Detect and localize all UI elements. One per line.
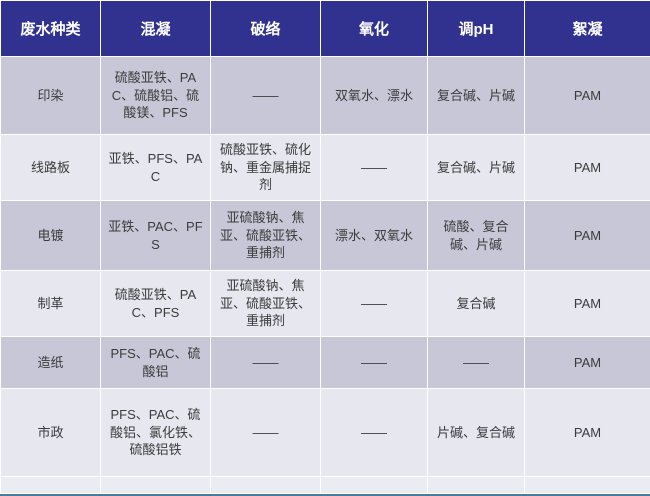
row-label-cell: 电镀 — [0, 200, 101, 271]
table-row: 制革 硫酸亚铁、PAC、PFS 亚硫酸钠、焦亚、硫酸亚铁、重捕剂 —— 复合碱 PAM — [0, 270, 650, 337]
table-cell: 漂水、双氧水 — [320, 200, 428, 271]
row-label-cell: 制革 — [0, 270, 101, 337]
empty-cell — [0, 476, 101, 494]
table-cell: 复合碱 — [427, 270, 525, 337]
empty-cell — [210, 476, 321, 494]
table-cell: 亚铁、PAC、PFS — [100, 200, 211, 271]
column-header-2: 混凝 — [100, 0, 211, 57]
table-cell: PAM — [524, 388, 650, 477]
table-header-row: 废水种类 混凝 破络 氧化 调pH 絮凝 — [0, 0, 650, 57]
table-cell: 亚硫酸钠、焦亚、硫酸亚铁、重捕剂 — [210, 270, 321, 337]
row-label-cell: 市政 — [0, 388, 101, 477]
table-cell: —— — [320, 134, 428, 201]
table-cell: PAM — [524, 336, 650, 389]
table-bottom-accent-line — [0, 494, 650, 496]
empty-cell — [427, 476, 525, 494]
column-header-5: 调pH — [427, 0, 525, 57]
table-cell: PFS、PAC、硫酸铝 — [100, 336, 211, 389]
column-header-4: 氧化 — [320, 0, 428, 57]
table-cell: —— — [427, 336, 525, 389]
empty-cell — [320, 476, 428, 494]
row-label-cell: 印染 — [0, 56, 101, 135]
table-row: 印染 硫酸亚铁、PAC、硫酸铝、硫酸镁、PFS —— 双氧水、漂水 复合碱、片碱 PAM — [0, 56, 650, 135]
row-label-cell: 造纸 — [0, 336, 101, 389]
row-label-cell: 线路板 — [0, 134, 101, 201]
table-cell: 硫酸亚铁、PAC、PFS — [100, 270, 211, 337]
table-cell: —— — [210, 56, 321, 135]
table-cell: 硫酸亚铁、硫化钠、重金属捕捉剂 — [210, 134, 321, 201]
table-cell: —— — [210, 336, 321, 389]
table-cell: —— — [210, 388, 321, 477]
column-header-6: 絮凝 — [524, 0, 650, 57]
table-body: 印染 硫酸亚铁、PAC、硫酸铝、硫酸镁、PFS —— 双氧水、漂水 复合碱、片碱 PAM 线… — [0, 56, 650, 494]
table-cell: PFS、PAC、硫酸铝、氯化铁、硫酸铝铁 — [100, 388, 211, 477]
empty-cell — [524, 476, 650, 494]
table-cell: 双氧水、漂水 — [320, 56, 428, 135]
table-cell: 硫酸、复合碱、片碱 — [427, 200, 525, 271]
table-cell: PAM — [524, 200, 650, 271]
table-cell: PAM — [524, 270, 650, 337]
column-header-1: 废水种类 — [0, 0, 101, 57]
table-cell: 片碱、复合碱 — [427, 388, 525, 477]
table-cell: PAM — [524, 134, 650, 201]
table-cell: 复合碱、片碱 — [427, 56, 525, 135]
empty-spacer-row — [0, 476, 650, 494]
table-cell: 复合碱、片碱 — [427, 134, 525, 201]
table-row: 电镀 亚铁、PAC、PFS 亚硫酸钠、焦亚、硫酸亚铁、重捕剂 漂水、双氧水 硫酸、复合碱… — [0, 200, 650, 271]
table-cell: 硫酸亚铁、PAC、硫酸铝、硫酸镁、PFS — [100, 56, 211, 135]
table-cell: —— — [320, 388, 428, 477]
empty-cell — [100, 476, 211, 494]
table-cell: 亚铁、PFS、PAC — [100, 134, 211, 201]
table-row: 线路板 亚铁、PFS、PAC 硫酸亚铁、硫化钠、重金属捕捉剂 —— 复合碱、片碱 PAM — [0, 134, 650, 201]
table-cell: —— — [320, 270, 428, 337]
table-cell: —— — [320, 336, 428, 389]
table-cell: 亚硫酸钠、焦亚、硫酸亚铁、重捕剂 — [210, 200, 321, 271]
table-row: 市政 PFS、PAC、硫酸铝、氯化铁、硫酸铝铁 —— —— 片碱、复合碱 PAM — [0, 388, 650, 477]
column-header-3: 破络 — [210, 0, 321, 57]
table-cell: PAM — [524, 56, 650, 135]
table-row: 造纸 PFS、PAC、硫酸铝 —— —— —— PAM — [0, 336, 650, 389]
